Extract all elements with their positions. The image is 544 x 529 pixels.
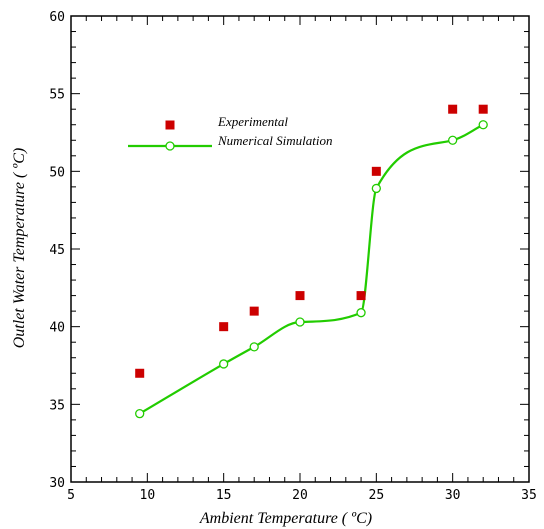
simulation-point — [371, 183, 381, 194]
experimental-point — [478, 104, 488, 114]
experimental-point — [135, 368, 145, 378]
simulation-point — [219, 359, 229, 369]
x-tick-label: 25 — [369, 488, 385, 503]
y-tick-label: 40 — [49, 321, 65, 336]
experimental-point — [249, 306, 259, 316]
legend-experimental-marker — [165, 120, 175, 130]
simulation-line — [139, 123, 484, 415]
experimental-point — [219, 322, 229, 332]
x-tick-label: 15 — [216, 488, 232, 503]
legend: Experimental Numerical Simulation — [128, 114, 332, 151]
y-tick-label: 55 — [49, 88, 65, 103]
experimental-point — [356, 291, 366, 301]
experimental-point — [371, 166, 381, 176]
x-tick-label: 5 — [67, 488, 75, 503]
simulation-point — [295, 317, 305, 327]
x-tick-label: 20 — [292, 488, 308, 503]
x-tick-label: 10 — [140, 488, 156, 503]
y-tick-label: 45 — [49, 243, 65, 258]
simulation-point — [249, 342, 259, 352]
y-tick-label: 35 — [49, 398, 65, 413]
experimental-point — [295, 291, 305, 301]
experimental-point — [448, 104, 458, 114]
simulation-point — [478, 120, 488, 130]
simulation-point — [135, 409, 145, 419]
series-layer — [135, 104, 488, 419]
x-axis-title: Ambient Temperature ( ºC) — [199, 510, 372, 527]
x-tick-label: 35 — [521, 488, 537, 503]
legend-simulation-label: Numerical Simulation — [217, 133, 332, 148]
axis-ticks — [70, 15, 530, 483]
y-axis-title: Outlet Water Temperature ( ºC) — [11, 148, 28, 349]
axis-tick-labels: 5 10 15 20 25 30 35 30 35 40 45 50 55 60 — [49, 10, 536, 503]
y-tick-label: 30 — [49, 476, 65, 491]
legend-simulation-marker — [165, 141, 175, 151]
y-tick-label: 60 — [49, 10, 65, 25]
legend-experimental-label: Experimental — [217, 114, 288, 129]
y-tick-label: 50 — [49, 165, 65, 180]
simulation-point — [448, 135, 458, 145]
x-tick-label: 30 — [445, 488, 461, 503]
simulation-point — [356, 308, 366, 318]
